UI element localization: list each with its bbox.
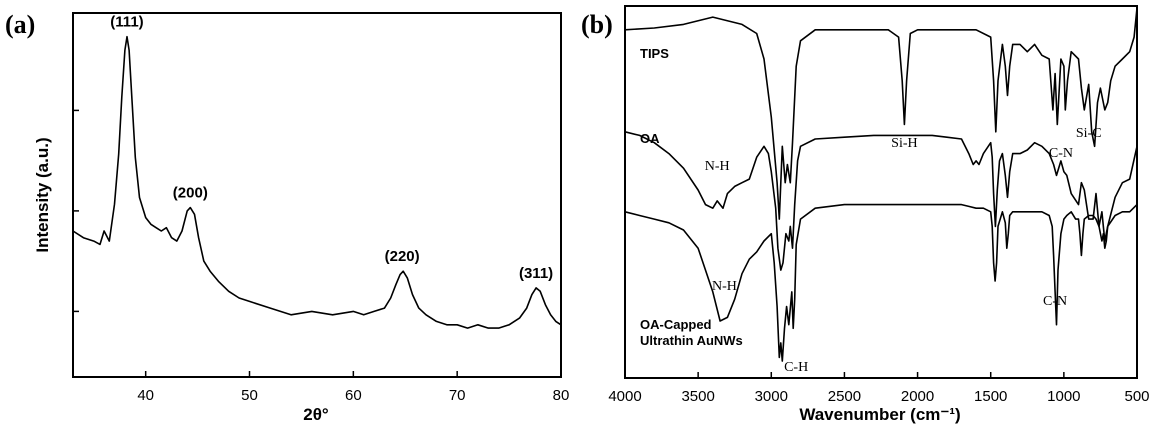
panel-a-peak-label: (220)	[385, 248, 420, 265]
panel-b-series-label: OA-Capped	[640, 317, 712, 332]
panel-b-band-label: Si-H	[891, 136, 917, 151]
panel-b-spectrum-2	[624, 131, 1138, 271]
panel-a-label: (a)	[5, 10, 35, 39]
panel-b-band-label: C-N	[1043, 294, 1067, 309]
panel-a-x-tick-label: 40	[137, 387, 154, 404]
panel-b-band-label: N-H	[705, 159, 730, 174]
panel-b-ftir-chart: (b) 4000 3500 3000 2500 2000 1500 1000 500 TIPS…	[581, 5, 1150, 424]
panel-a-peak-label: (200)	[173, 185, 208, 202]
panel-b-spectrum-1	[624, 7, 1138, 220]
panel-b-x-tick-label: 4000	[608, 388, 641, 405]
panel-a-x-tick-label: 50	[241, 387, 258, 404]
panel-b-band-label: Si-C	[1076, 126, 1102, 141]
panel-b-x-axis-title: Wavenumber (cm⁻¹)	[799, 405, 960, 424]
panel-b-series-label: TIPS	[640, 46, 669, 61]
panel-a-peak-label: (311)	[519, 265, 553, 282]
panel-a-plot-frame	[72, 12, 562, 378]
panel-b-spectrum-3	[624, 203, 1138, 362]
panel-b-spectra	[624, 7, 1138, 362]
panel-b-series-label: OA	[640, 131, 660, 146]
panel-a-xrd-curve	[72, 35, 562, 329]
panel-b-x-tick-label: 1000	[1047, 388, 1080, 405]
panel-a-y-ticks	[73, 109, 79, 313]
panel-b-x-tick-label: 2500	[828, 388, 861, 405]
panel-a-peak-label: (111)	[110, 14, 143, 31]
panel-a-peak-labels: (111) (200) (220) (311)	[110, 14, 553, 282]
panel-a-x-tick-label: 60	[345, 387, 362, 404]
panel-a-x-ticks: 40 50 60 70 80	[137, 371, 569, 404]
panel-b-x-tick-label: 2000	[901, 388, 934, 405]
panel-b-label: (b)	[581, 10, 613, 39]
panel-b-x-ticks: 4000 3500 3000 2500 2000 1500 1000 500	[608, 372, 1150, 405]
panel-a-x-axis-title: 2θ°	[303, 405, 329, 424]
panel-a-x-tick-label: 70	[449, 387, 466, 404]
panel-a-x-tick-label: 80	[553, 387, 570, 404]
panel-a-y-axis-title: Intensity (a.u.)	[33, 137, 52, 252]
panel-a-xrd-chart: (a) 40 50 60 70 80 (111) (200) (220) (311) Inte…	[5, 10, 569, 424]
panel-b-x-tick-label: 1500	[974, 388, 1007, 405]
panel-b-band-label: C-H	[784, 360, 808, 375]
panel-b-band-label: C-N	[1049, 146, 1073, 161]
panel-b-plot-frame	[624, 5, 1138, 379]
panel-b-x-tick-label: 3500	[681, 388, 714, 405]
panel-b-x-tick-label: 3000	[755, 388, 788, 405]
panel-b-x-tick-label: 500	[1124, 388, 1149, 405]
panel-b-band-labels: N-HSi-HC-NSi-CN-HC-HC-N	[705, 126, 1102, 375]
panel-b-band-label: N-H	[712, 279, 737, 294]
panel-b-series-label: Ultrathin AuNWs	[640, 333, 743, 348]
